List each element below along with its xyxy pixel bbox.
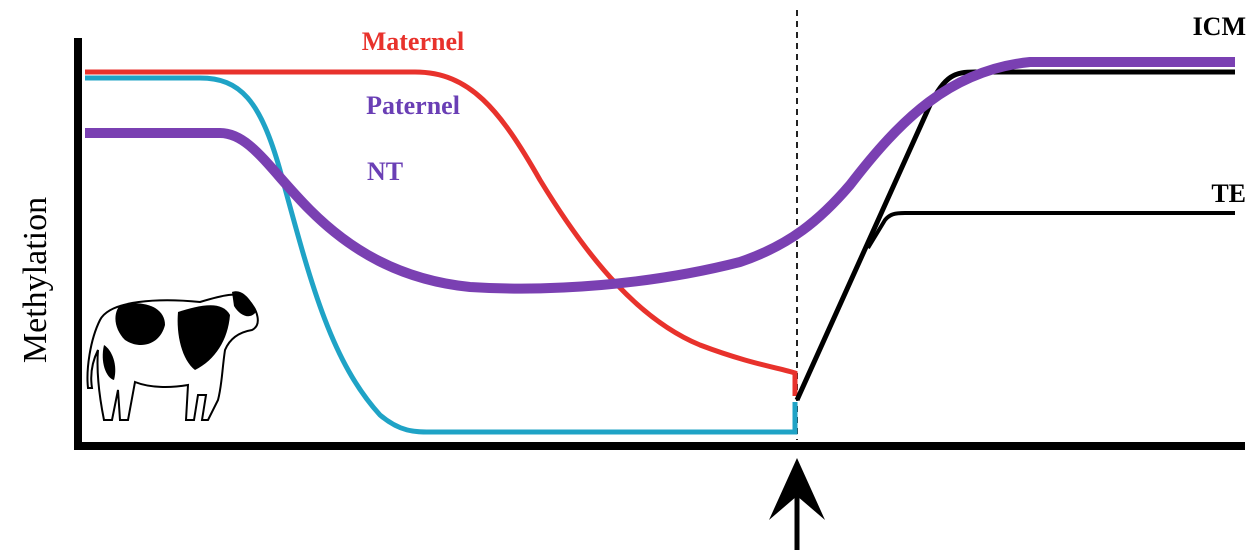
- paternal-label: Paternel: [366, 91, 460, 120]
- paternal-curve: [85, 75, 798, 435]
- nt-curve: [85, 57, 1235, 294]
- arrow-head: [769, 458, 825, 520]
- nt-label: NT: [367, 157, 403, 186]
- maternal-curve: [85, 69, 798, 396]
- icm-label: ICM: [1193, 12, 1246, 41]
- maternal-label: Maternel: [362, 27, 465, 56]
- icm-curve: [794, 69, 1235, 402]
- y-axis-label: Methylation: [17, 197, 54, 363]
- cow-icon: [86, 291, 259, 421]
- te-label: TE: [1211, 179, 1246, 208]
- te-curve: [866, 211, 1235, 250]
